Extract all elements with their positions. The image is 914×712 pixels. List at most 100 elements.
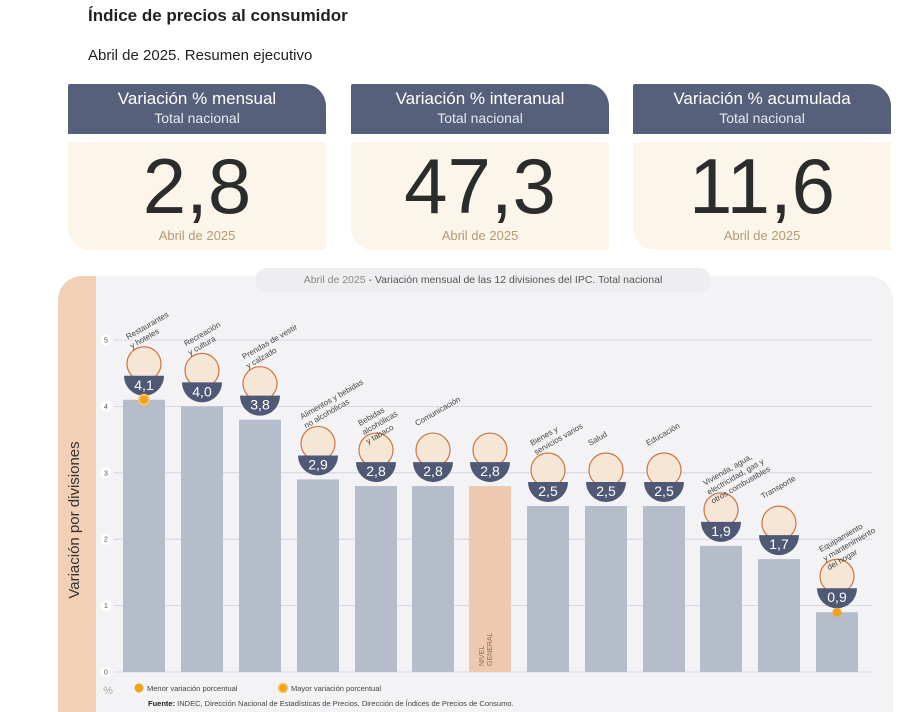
y-tick-label: 3 [104,470,108,477]
source-note: Fuente: INDEC, Dirección Nacional de Est… [148,699,514,708]
data-label: 4,1 [134,377,154,393]
chart-header-pill: Abril de 2025 - Variación mensual de las… [255,268,711,292]
y-tick-label: 4 [104,404,108,411]
value-badge [298,455,338,476]
cutlery-icon [126,346,162,382]
value-badge [182,382,222,403]
y-tick-label: 2 [104,537,108,544]
data-label: 0,9 [827,589,847,605]
y-tick-label: 0 [104,670,108,677]
category-label: NIVEL [479,646,486,666]
card-value: 2,8 [142,142,252,230]
phone-icon [415,432,451,468]
data-label: 1,9 [711,523,731,539]
chart-header-text: - Variación mensual de las 12 divisiones… [365,274,663,286]
card-subheading: Total nacional [719,110,805,126]
data-label: 3,8 [250,397,270,413]
chart-bar [585,506,627,672]
chart-side-band [58,276,96,712]
y-tick-dot [100,467,112,479]
chart-bar [355,486,397,672]
y-tick-dot [100,533,112,545]
data-label: 2,8 [480,463,500,479]
bus-icon [761,505,797,541]
chart-bar [758,559,800,672]
chart-bar [297,479,339,672]
max-marker [138,393,150,406]
page-title: Índice de precios al consumidor [88,6,348,25]
card-heading: Variación % acumulada [673,89,851,108]
data-label: 2,8 [366,463,386,479]
chart-bar [123,399,165,672]
notebook-icon [646,452,682,488]
data-label: 4,0 [192,383,212,399]
y-tick-dot [100,600,112,612]
food-icon [300,425,336,462]
category-label: GENERAL [487,632,494,666]
card-subheading: Total nacional [154,110,240,126]
card-value: 47,3 [404,142,556,230]
card-header: Variación % mensual Total nacional [68,84,326,134]
card-period: Abril de 2025 [441,228,519,243]
y-tick-label: 5 [104,338,108,345]
y-tick-dot [100,400,112,412]
source-text: INDEC, Dirección Nacional de Estadística… [175,699,514,708]
card-heading: Variación % interanual [395,89,565,108]
value-badge [701,521,741,542]
chart-bar [816,612,858,672]
y-tick-label: 1 [104,603,108,610]
comb-scissors-icon [530,452,566,488]
card-monthly: Variación % mensual Total nacional 2,8 A… [68,84,326,250]
value-badge [586,482,626,502]
data-label: 2,5 [596,483,616,499]
value-badge [528,482,568,502]
category-label: Educación [645,421,682,447]
card-value: 11,6 [688,142,836,230]
legend-max-marker [277,682,289,694]
legend-min-label: Menor variación porcentual [147,684,238,693]
min-marker [832,607,842,617]
data-label: 2,9 [308,456,328,472]
data-label: 2,5 [538,483,558,499]
y-axis-title: Variación por divisiones [66,441,83,598]
chart-bar [469,486,511,672]
card-header: Variación % interanual Total nacional [351,84,609,134]
card-body: 11,6 Abril de 2025 [633,142,891,250]
chart-bar [643,506,685,672]
chart-bar [181,406,223,672]
value-badge [240,395,280,416]
source-label: Fuente: [148,699,176,708]
card-header: Variación % acumulada Total nacional [633,84,891,134]
value-badge [413,462,453,483]
value-badge [124,375,164,396]
y-tick-dot [100,666,112,678]
chart-bar [527,506,569,672]
category-label: Transporte [760,474,798,501]
basket-icon [472,432,508,468]
card-interannual: Variación % interanual Total nacional 47… [351,84,609,250]
chart-bar [412,486,454,672]
legend-min-marker [134,683,144,693]
card-period: Abril de 2025 [723,228,801,243]
value-badge [817,588,857,609]
card-body: 2,8 Abril de 2025 [68,142,326,250]
chart-bar [700,545,742,672]
value-badge [356,462,397,483]
card-accumulated: Variación % acumulada Total nacional 11,… [633,84,891,250]
card-heading: Variación % mensual [117,89,277,108]
y-tick-dot [100,334,112,346]
category-label: Comunicación [414,395,462,428]
value-badge [644,482,684,502]
value-badge [470,462,510,483]
legend-max-label: Mayor variación porcentual [291,684,381,693]
card-body: 47,3 Abril de 2025 [351,142,609,250]
shirt-icon [242,366,278,402]
ball-umbrella-icon [184,352,220,388]
chart-bar [239,419,281,672]
first-aid-icon [588,452,624,488]
data-label: 2,8 [423,463,443,479]
page-subtitle: Abril de 2025. Resumen ejecutivo [88,47,313,64]
category-label: Salud [587,430,609,448]
value-badge [759,535,799,556]
